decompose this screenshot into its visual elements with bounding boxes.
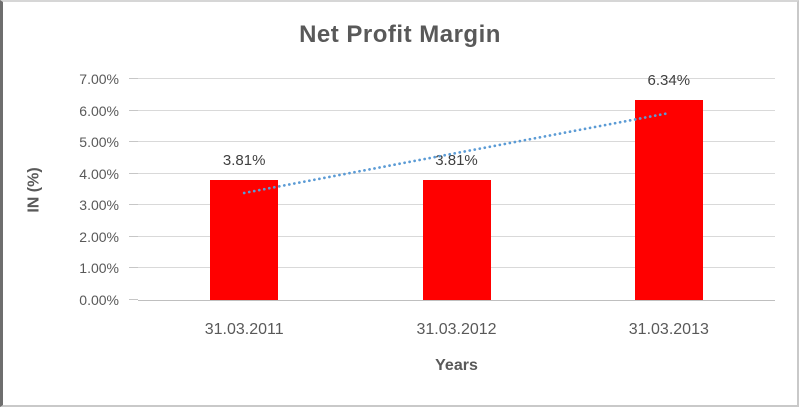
x-axis-title: Years	[435, 357, 478, 374]
y-axis-tick	[129, 141, 138, 143]
gridline	[138, 109, 775, 111]
gridline	[138, 141, 775, 143]
gridline	[138, 78, 775, 79]
trendline	[242, 111, 671, 195]
x-axis-tick-label: 31.03.2011	[204, 321, 284, 338]
y-axis-tick	[129, 235, 138, 237]
y-axis-tick-label: 7.00%	[79, 71, 119, 87]
y-axis-tick-label: 6.00%	[79, 102, 119, 119]
y-axis-tick-label: 3.00%	[79, 197, 119, 214]
y-axis-tick	[129, 267, 138, 269]
y-axis-tick	[129, 204, 138, 206]
data-label: 6.34%	[647, 71, 691, 89]
y-axis-tick-label: 5.00%	[79, 134, 119, 151]
chart-title: Net Profit Margin	[299, 21, 501, 48]
y-axis-tick-label: 2.00%	[79, 228, 119, 245]
x-axis-line	[138, 300, 775, 301]
data-label: 3.81%	[222, 151, 266, 169]
y-axis-tick-label: 4.00%	[79, 165, 119, 182]
bar	[634, 99, 703, 300]
x-axis-tick-label: 31.03.2012	[416, 321, 497, 338]
y-axis-tick	[129, 109, 138, 111]
x-axis-tick-label: 31.03.2013	[628, 321, 709, 338]
y-axis-tick	[129, 172, 138, 174]
y-axis-tick	[129, 78, 138, 79]
y-axis-tick-label: 1.00%	[79, 260, 119, 277]
trendline-layer	[242, 111, 671, 195]
gridline	[138, 172, 775, 174]
plot-area: 3.81% 3.81% 6.34%	[129, 72, 775, 301]
bar	[422, 179, 491, 300]
bar	[210, 179, 279, 300]
y-axis-tick-label: 0.00%	[79, 292, 119, 308]
y-axis-tick	[129, 299, 138, 300]
